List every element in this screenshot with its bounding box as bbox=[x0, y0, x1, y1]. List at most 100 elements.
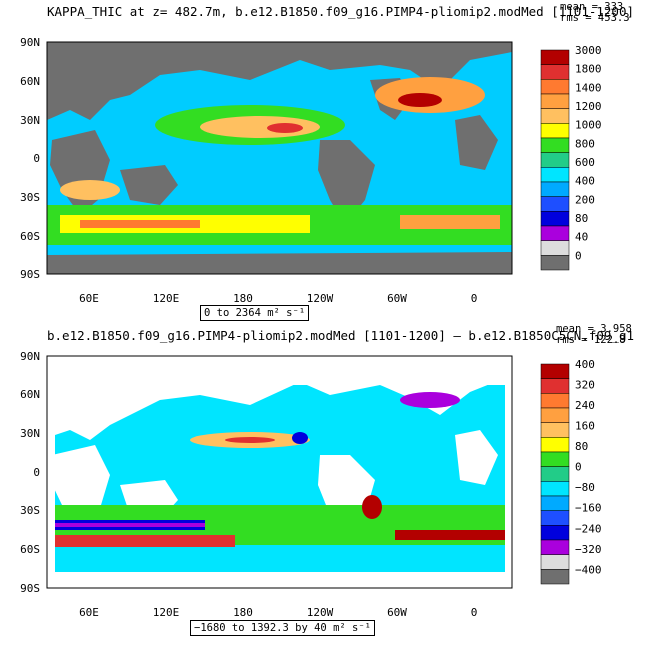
bottom-colorbar-swatch bbox=[540, 466, 570, 482]
bottom-lon-tick-60e: 60E bbox=[79, 606, 99, 619]
top-lon-tick-0: 0 bbox=[471, 292, 478, 305]
bottom-lat-tick-30s: 30S bbox=[20, 504, 40, 517]
top-lat-tick-0: 0 bbox=[33, 152, 40, 165]
bottom-colorbar-label: 160 bbox=[575, 420, 595, 433]
top-band-so-orange bbox=[80, 220, 200, 228]
bottom-colorbar-label: 400 bbox=[575, 358, 595, 371]
top-lat-tick-90s: 90S bbox=[20, 268, 40, 281]
bottom-lat-tick-60n: 60N bbox=[20, 388, 40, 401]
bottom-colorbar-label: −160 bbox=[575, 502, 602, 515]
bottom-lat-tick-90n: 90N bbox=[20, 350, 40, 363]
top-colorbar-label: 600 bbox=[575, 156, 595, 169]
bottom-range-label: −1680 to 1392.3 by 40 m² s⁻¹ bbox=[190, 620, 376, 636]
top-colorbar-label: 80 bbox=[575, 212, 588, 225]
bottom-colorbar-swatch bbox=[540, 525, 570, 541]
top-land-antarctica bbox=[47, 252, 512, 274]
top-lat-axis: 90N 60N 30N 0 30S 60S 90S bbox=[20, 36, 40, 281]
bottom-colorbar-swatch bbox=[540, 378, 570, 394]
top-land-masses bbox=[47, 42, 512, 274]
bottom-ocean-cyan bbox=[55, 385, 505, 580]
bottom-colorbar-swatch bbox=[540, 481, 570, 497]
bottom-lat-tick-30n: 30N bbox=[20, 427, 40, 440]
bottom-land-wafrica bbox=[455, 430, 498, 485]
top-colorbar-label: 1400 bbox=[575, 81, 602, 94]
bottom-land-eurasia bbox=[55, 355, 505, 440]
top-colorbar-label: 40 bbox=[575, 231, 588, 244]
bottom-colorbar-swatch bbox=[540, 363, 570, 379]
top-colorbar-swatch bbox=[540, 255, 570, 271]
bottom-band-brazil-red bbox=[362, 495, 382, 519]
top-land-eurasia bbox=[47, 42, 512, 120]
top-colorbar-label: 1000 bbox=[575, 119, 602, 132]
bottom-colorbar-label: 80 bbox=[575, 440, 588, 453]
bottom-colorbar-swatch bbox=[540, 422, 570, 438]
bottom-band-npac-blue bbox=[292, 432, 308, 444]
bottom-lon-axis: 60E 120E 180 120W 60W 0 bbox=[79, 606, 477, 619]
top-colorbar-label: 1200 bbox=[575, 100, 602, 113]
bottom-difference-field bbox=[47, 355, 512, 588]
top-colorbar-label: 3000 bbox=[575, 44, 602, 57]
top-lon-tick-60w: 60W bbox=[387, 292, 407, 305]
top-lon-tick-180: 180 bbox=[233, 292, 253, 305]
bottom-band-natl-purple bbox=[400, 392, 460, 408]
top-rms-label: rms = 453.3 bbox=[560, 12, 630, 24]
bottom-lon-tick-180: 180 bbox=[233, 606, 253, 619]
bottom-colorbar: 400 320 240 160 80 0 −80 −160 −240 −320 −400 bbox=[540, 358, 602, 585]
bottom-mean-label: mean = 3.958 bbox=[556, 323, 632, 335]
top-band-natl-red bbox=[398, 93, 442, 107]
top-lat-tick-90n: 90N bbox=[20, 36, 40, 49]
bottom-lon-tick-120e: 120E bbox=[153, 606, 180, 619]
bottom-colorbar-label: 0 bbox=[575, 461, 582, 474]
bottom-lon-tick-0: 0 bbox=[471, 606, 478, 619]
bottom-lon-tick-60w: 60W bbox=[387, 606, 407, 619]
top-lat-tick-30n: 30N bbox=[20, 114, 40, 127]
bottom-lat-tick-90s: 90S bbox=[20, 582, 40, 595]
bottom-colorbar-swatch bbox=[540, 393, 570, 409]
top-colorbar-label: 0 bbox=[575, 249, 582, 262]
bottom-map-frame bbox=[46, 355, 513, 589]
top-colorbar-label: 1800 bbox=[575, 63, 602, 76]
top-colorbar-label: 400 bbox=[575, 175, 595, 188]
bottom-colorbar-swatch bbox=[540, 510, 570, 526]
top-land-australia bbox=[120, 165, 178, 205]
top-colorbar-label: 200 bbox=[575, 193, 595, 206]
bottom-lat-tick-0: 0 bbox=[33, 466, 40, 479]
top-land-west-africa bbox=[455, 115, 498, 170]
bottom-colorbar-swatch bbox=[540, 407, 570, 423]
bottom-colorbar-label: −320 bbox=[575, 543, 602, 556]
bottom-colorbar-swatch bbox=[540, 495, 570, 511]
top-land-southamerica bbox=[318, 140, 375, 225]
bottom-rms-label: rms = 122.8 bbox=[556, 334, 626, 346]
bottom-colorbar-label: −80 bbox=[575, 481, 595, 494]
bottom-lat-axis: 90N 60N 30N 0 30S 60S 90S bbox=[20, 350, 40, 595]
bottom-band-so-purple bbox=[55, 523, 205, 527]
bottom-colorbar-swatch bbox=[540, 554, 570, 570]
top-lat-tick-60n: 60N bbox=[20, 75, 40, 88]
bottom-colorbar-swatch bbox=[540, 569, 570, 585]
top-lat-tick-30s: 30S bbox=[20, 191, 40, 204]
bottom-lon-tick-120w: 120W bbox=[307, 606, 334, 619]
bottom-band-satl-red bbox=[395, 530, 505, 540]
top-mean-label: mean = 333 bbox=[560, 1, 624, 13]
bottom-plot-title: b.e12.B1850.f09_g16.PIMP4-pliomip2.modMe… bbox=[47, 328, 634, 343]
top-band-npac-red bbox=[267, 123, 303, 133]
bottom-band-so-red bbox=[55, 535, 235, 547]
top-lon-tick-60e: 60E bbox=[79, 292, 99, 305]
bottom-colorbar-label: 320 bbox=[575, 379, 595, 392]
bottom-colorbar-swatch bbox=[540, 451, 570, 467]
top-lon-tick-120e: 120E bbox=[153, 292, 180, 305]
top-contour-bands bbox=[47, 77, 512, 245]
top-band-agulhas bbox=[60, 180, 120, 200]
top-lat-tick-60s: 60S bbox=[20, 230, 40, 243]
bottom-colorbar-swatch bbox=[540, 539, 570, 555]
bottom-colorbar-label: 240 bbox=[575, 399, 595, 412]
top-map-frame bbox=[46, 41, 513, 275]
top-lon-tick-120w: 120W bbox=[307, 292, 334, 305]
top-lon-axis: 60E 120E 180 120W 60W 0 bbox=[79, 292, 477, 305]
top-band-satl-orange bbox=[400, 215, 500, 229]
bottom-colorbar-label: −240 bbox=[575, 522, 602, 535]
bottom-land-antarctica bbox=[47, 572, 512, 588]
